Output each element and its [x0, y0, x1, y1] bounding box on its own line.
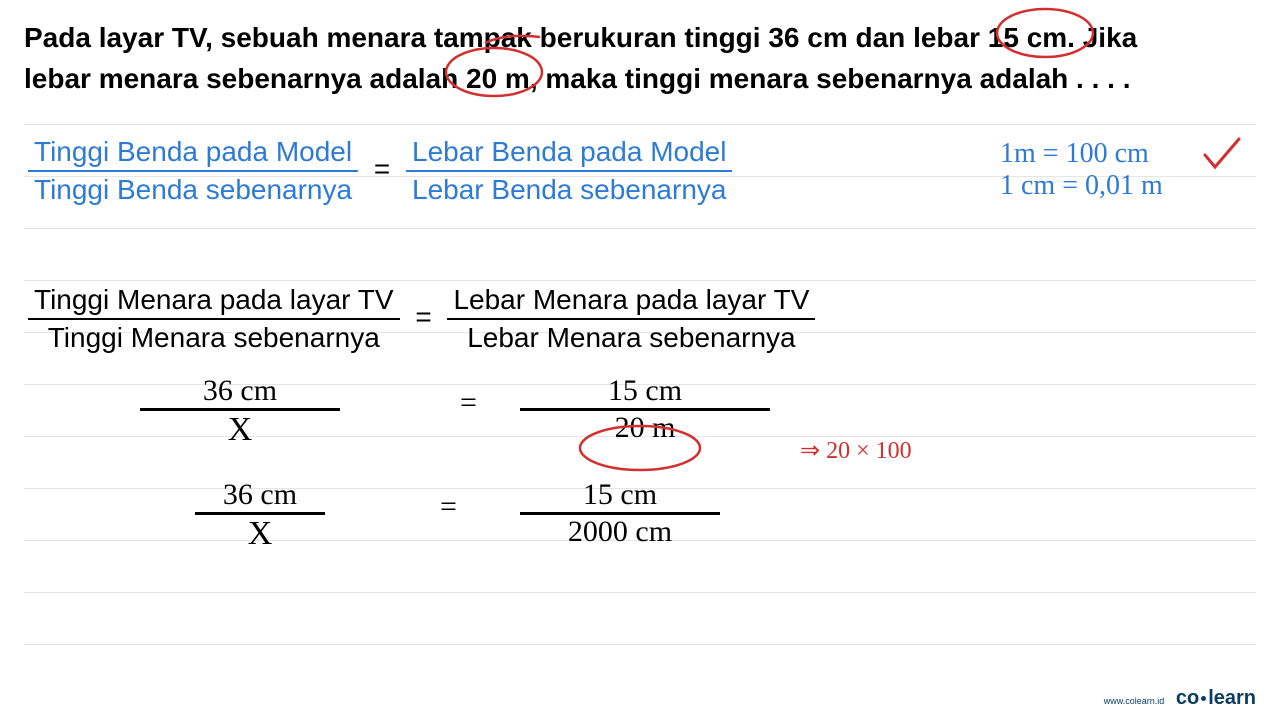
q-part-2: Jika	[1083, 22, 1138, 53]
work-fraction-2: 15 cm 20 m	[520, 374, 770, 445]
work-eq-1: =	[460, 386, 477, 420]
f1-den: X	[140, 411, 340, 449]
red-calculation-note: ⇒ 20 × 100	[800, 436, 912, 465]
work-fraction-3: 36 cm X	[195, 478, 325, 553]
rhs-fraction: Lebar Benda pada Model Lebar Benda seben…	[406, 134, 732, 208]
work-fraction-4: 15 cm 2000 cm	[520, 478, 720, 549]
f4-den: 2000 cm	[520, 515, 720, 549]
sub-lhs-num: Tinggi Menara pada layar TV	[28, 282, 400, 318]
f2-den: 20 m	[520, 411, 770, 445]
rhs-numerator: Lebar Benda pada Model	[406, 134, 732, 170]
substituted-ratio: Tinggi Menara pada layar TV Tinggi Menar…	[28, 282, 815, 356]
sub-rhs-num: Lebar Menara pada layar TV	[447, 282, 815, 318]
brand-url: www.colearn.id	[1104, 696, 1165, 706]
sub-rhs-fraction: Lebar Menara pada layar TV Lebar Menara …	[447, 282, 815, 356]
general-ratio-formula: Tinggi Benda pada Model Tinggi Benda seb…	[28, 134, 732, 208]
equals-sign: =	[374, 153, 390, 185]
page: Pada layar TV, sebuah menara tampak beru…	[0, 0, 1280, 720]
sub-rhs-den: Lebar Menara sebenarnya	[461, 320, 801, 356]
q-circled-20m: 20 m,	[466, 63, 538, 94]
lhs-fraction: Tinggi Benda pada Model Tinggi Benda seb…	[28, 134, 358, 208]
f4-num: 15 cm	[520, 478, 720, 512]
brand-name-a: co	[1176, 687, 1199, 709]
conv-line-1: 1m = 100 cm	[1000, 138, 1163, 170]
dot-icon	[1201, 696, 1206, 701]
work-fraction-1: 36 cm X	[140, 374, 340, 449]
lhs-denominator: Tinggi Benda sebenarnya	[28, 172, 358, 208]
q-part-1: Pada layar TV, sebuah menara tampak beru…	[24, 22, 980, 53]
q-circled-15cm: 15 cm.	[988, 22, 1075, 53]
q-part-4: maka tinggi menara sebenarnya adalah . .…	[545, 63, 1130, 94]
f1-num: 36 cm	[140, 374, 340, 408]
brand-logo: www.colearn.id colearn	[1104, 687, 1256, 710]
conv-line-2: 1 cm = 0,01 m	[1000, 170, 1163, 202]
f3-num: 36 cm	[195, 478, 325, 512]
sub-lhs-den: Tinggi Menara sebenarnya	[42, 320, 386, 356]
sub-equals: =	[415, 301, 431, 333]
work-eq-2: =	[440, 490, 457, 524]
lhs-numerator: Tinggi Benda pada Model	[28, 134, 358, 170]
brand-name-b: learn	[1208, 687, 1256, 709]
f3-den: X	[195, 515, 325, 553]
unit-conversion-notes: 1m = 100 cm 1 cm = 0,01 m	[1000, 138, 1163, 202]
f2-num: 15 cm	[520, 374, 770, 408]
q-part-3: lebar menara sebenarnya adalah	[24, 63, 458, 94]
sub-lhs-fraction: Tinggi Menara pada layar TV Tinggi Menar…	[28, 282, 400, 356]
question-text: Pada layar TV, sebuah menara tampak beru…	[24, 18, 1256, 99]
rhs-denominator: Lebar Benda sebenarnya	[406, 172, 732, 208]
